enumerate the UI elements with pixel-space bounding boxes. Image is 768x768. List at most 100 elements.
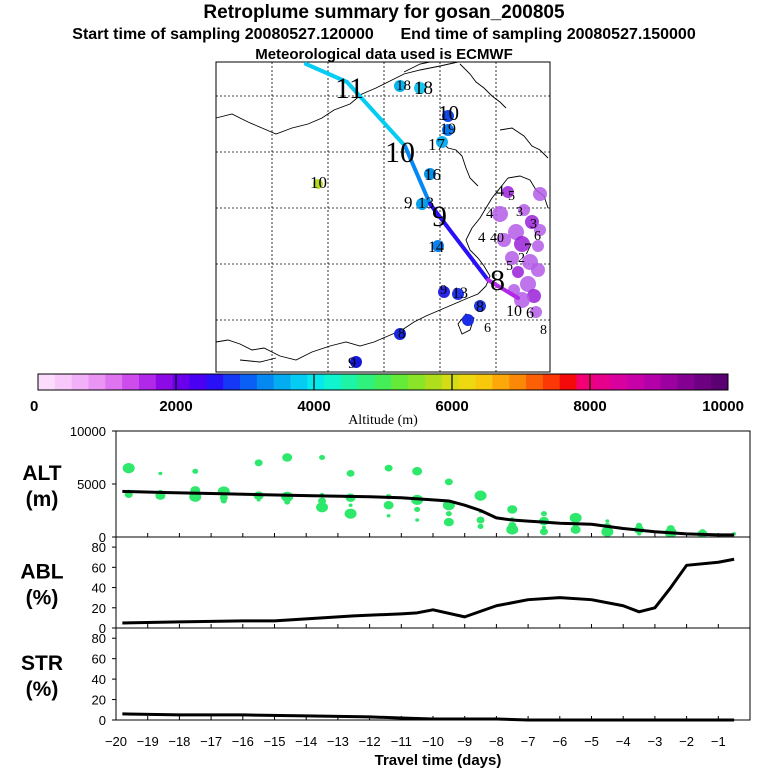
altitude-median-line: [122, 489, 735, 537]
altitude-scatter-point: [477, 523, 484, 529]
day-marker: 9: [432, 200, 447, 233]
cluster-label: 10: [438, 101, 459, 125]
colorbar-swatch: [542, 374, 561, 390]
colorbar-swatch: [643, 374, 662, 390]
y-tick-label: 40: [92, 581, 106, 596]
colorbar-swatch: [307, 374, 325, 390]
plume-cluster-blue: [474, 300, 486, 312]
panel-ylabel: ALT (m): [22, 462, 61, 511]
colorbar-swatch: [273, 374, 291, 390]
trajectory-segment: [486, 278, 520, 300]
colorbar-tick-label: 0: [30, 398, 38, 415]
x-tick-label: −11: [391, 734, 412, 749]
colorbar-swatch: [172, 374, 190, 390]
x-tick-label: −8: [489, 734, 504, 749]
plume-cluster-purple: [508, 224, 524, 240]
panel-abl: 0 20 40 60 80 ABL (%): [20, 536, 751, 636]
y-tick-label: 10000: [70, 424, 106, 439]
y-tick-label: 80: [92, 540, 106, 555]
colorbar-swatch: [694, 374, 712, 390]
colorbar-swatch: [425, 374, 443, 390]
y-tick-label: 5000: [77, 477, 106, 492]
cluster-label: 17: [428, 135, 446, 154]
cluster-label: 13: [418, 195, 434, 212]
plume-cluster-blue: [436, 136, 448, 148]
altitude-scatter-point: [412, 467, 423, 476]
altitude-scatter-point: [122, 463, 135, 474]
cluster-label: 19: [440, 121, 456, 138]
colorbar-swatch: [189, 374, 207, 390]
plume-cluster-blue: [432, 240, 444, 252]
colorbar-swatch: [155, 374, 174, 390]
panel-frame: [115, 627, 751, 721]
met-data-label: Meteorological data used is ECMWF: [255, 46, 513, 63]
plume-cluster-purple: [530, 306, 542, 318]
x-tick-label: −14: [295, 734, 317, 749]
x-tick-label: −15: [263, 734, 285, 749]
altitude-scatter-point: [540, 511, 547, 517]
colorbar-tick-label: 6000: [435, 398, 468, 415]
plume-cluster-purple: [502, 186, 514, 198]
altitude-scatter-point: [445, 511, 452, 517]
x-tick-label: −7: [521, 734, 536, 749]
cluster-label: 6: [484, 321, 491, 336]
x-tick-label: −4: [616, 734, 631, 749]
plume-cluster-blue: [414, 82, 426, 94]
start-time-label: Start time of sampling 20080527.120000: [72, 26, 374, 43]
altitude-scatter-point: [386, 514, 391, 518]
altitude-scatter-point: [570, 525, 581, 534]
colorbar-swatch: [408, 374, 426, 390]
plume-cluster-purple: [527, 289, 541, 303]
colorbar-swatch: [576, 374, 594, 390]
colorbar-swatch: [324, 374, 342, 390]
y-tick-label: 0: [99, 621, 106, 636]
y-tick-label: 20: [92, 693, 106, 708]
altitude-scatter-point: [601, 526, 614, 537]
altitude-scatter-point: [192, 468, 199, 474]
map-features: [313, 80, 547, 368]
altitude-scatter-point: [506, 524, 519, 535]
colorbar-tick-label: 10000: [702, 398, 744, 415]
plume-cluster-blue: [438, 286, 450, 298]
plume-cluster-purple: [514, 236, 530, 252]
cluster-label: 3: [530, 217, 537, 232]
cluster-label: 2: [518, 251, 525, 266]
x-axis: −20 −19 −18 −17 −16 −15 −14 −13 −12 −11 −10 −9 −8 −7 −…: [105, 734, 726, 768]
colorbar-swatch: [223, 374, 241, 390]
colorbar-swatch: [374, 374, 392, 390]
plume-cluster-blue: [416, 198, 428, 210]
plume-cluster-purple: [533, 187, 547, 201]
colorbar-swatch: [290, 374, 308, 390]
colorbar-swatch: [340, 374, 359, 390]
colorbar-swatch: [38, 374, 56, 390]
day-marker: 11: [335, 72, 364, 105]
altitude-scatter-point: [443, 517, 454, 527]
trajectory-lines: [304, 62, 520, 300]
colorbar-swatch: [526, 374, 544, 390]
colorbar-swatch: [458, 374, 477, 390]
x-tick-label: −16: [232, 734, 254, 749]
panel-ylabel-line: ALT: [22, 462, 61, 485]
plume-cluster-purple: [525, 215, 539, 229]
plume-cluster-blue: [442, 124, 454, 136]
colorbar-swatch: [122, 374, 140, 390]
colorbar-swatch: [256, 374, 275, 390]
altitude-scatter-point: [344, 508, 357, 519]
coastlines: [215, 61, 549, 363]
day-marker: 10: [385, 136, 415, 169]
x-tick-label: −19: [137, 734, 159, 749]
cluster-label: 13: [452, 285, 468, 302]
altitude-scatter-point: [637, 532, 642, 536]
x-axis-title: Travel time (days): [375, 752, 502, 768]
plume-cluster-blue: [394, 328, 406, 340]
cluster-label: 9: [348, 355, 356, 372]
x-tick-label: −2: [679, 734, 694, 749]
colorbar-swatch: [391, 374, 409, 390]
colorbar-swatch: [610, 374, 628, 390]
colorbar-swatch: [660, 374, 679, 390]
colorbar-swatch: [54, 374, 73, 390]
panel-frame: [115, 430, 751, 538]
x-tick-label: −20: [105, 734, 127, 749]
